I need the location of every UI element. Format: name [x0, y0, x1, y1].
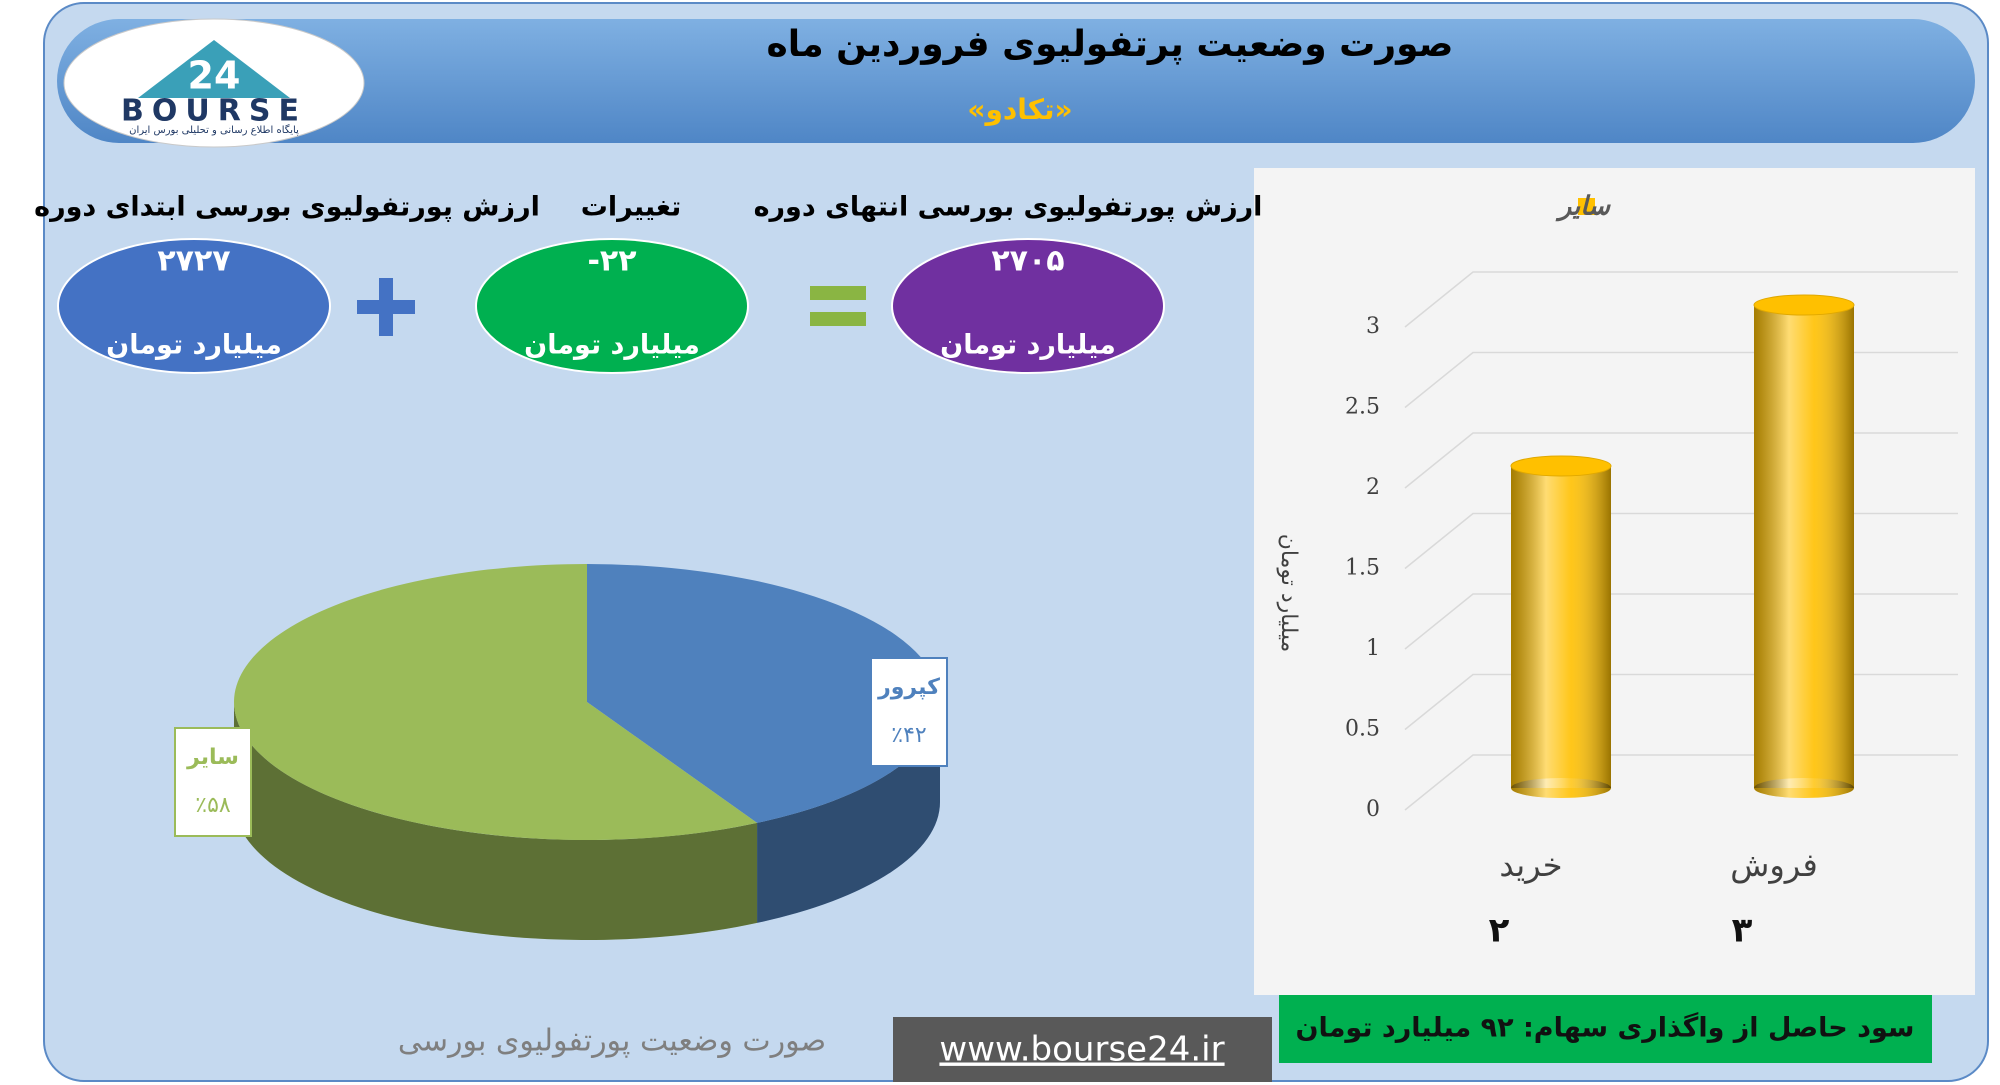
grid-line: [1404, 271, 1958, 328]
url-box: [893, 1017, 1272, 1082]
y-tick-label: 0: [1366, 797, 1380, 822]
legend-swatch: [1578, 198, 1595, 215]
pie-label-box: [870, 657, 948, 767]
pie-value-label: ٪۵۸: [195, 793, 231, 818]
bar-value-label: ۳: [1732, 911, 1753, 951]
pie-side-shade: [757, 702, 940, 923]
summary-value: -۲۲: [587, 244, 636, 279]
bar-base-shade: [1511, 778, 1611, 798]
bar-top: [1510, 455, 1612, 477]
summary-badge: [57, 238, 331, 374]
pie-slice: [233, 564, 758, 940]
summary-unit: میلیارد تومان: [940, 330, 1116, 361]
y-tick-label: 2.5: [1345, 395, 1380, 420]
summary-label: ارزش پورتفولیوی بورسی انتهای دوره: [754, 192, 1263, 223]
logo-tagline: پایگاه اطلاع رسانی و تحلیلی بورس ایران: [129, 124, 299, 136]
plus-sign: [379, 278, 393, 336]
y-axis-label: میلیارد تومان: [1276, 534, 1301, 653]
equals-sign: [810, 312, 866, 326]
logo-name: BOURSE: [121, 94, 307, 129]
y-tick-label: 0.5: [1345, 717, 1380, 742]
pie-top: [233, 564, 758, 840]
legend-label: سایر: [1555, 192, 1612, 222]
pie-label-box: [174, 727, 252, 837]
x-tick-label: خرید: [1499, 846, 1562, 884]
logo-number: 24: [188, 54, 241, 98]
url[interactable]: www.bourse24.ir: [939, 1030, 1224, 1070]
profit-box: [1279, 995, 1932, 1063]
y-tick-label: 1.5: [1345, 556, 1380, 581]
header-band: [57, 19, 1975, 143]
bar-panel: [1254, 168, 1975, 995]
pie-label: سایر: [186, 745, 239, 770]
bar-top: [1753, 294, 1855, 316]
pie-top: [587, 564, 940, 823]
title: صورت وضعیت پرتفولیوی فروردین ماه: [767, 24, 1454, 65]
summary-unit: میلیارد تومان: [524, 330, 700, 361]
equals-sign: [810, 286, 866, 300]
pie-side-shade: [234, 702, 758, 940]
bar-shade: [1511, 466, 1611, 788]
bar-value-label: ۲: [1489, 911, 1510, 951]
summary-label: تغییرات: [581, 192, 682, 223]
summary-badge: [475, 238, 749, 374]
x-tick-label: فروش: [1730, 846, 1817, 884]
pie-side: [757, 702, 940, 923]
summary-unit: میلیارد تومان: [106, 330, 282, 361]
profit-text: سود حاصل از واگذاری سهام: ۹۲ میلیارد توم…: [1296, 1012, 1915, 1044]
pie-slice: [587, 564, 940, 923]
y-tick-label: 2: [1366, 475, 1380, 500]
bar: [1510, 455, 1612, 798]
pie-label: کپرور: [877, 675, 940, 700]
bar: [1753, 294, 1855, 798]
summary-label: ارزش پورتفولیوی بورسی ابتدای دوره: [34, 192, 540, 223]
bar-base-shade: [1754, 778, 1854, 798]
subtitle: «تکادو»: [967, 93, 1072, 126]
bar-shade: [1754, 305, 1854, 788]
summary-badge: [891, 238, 1165, 374]
caption: صورت وضعیت پورتفولیوی بورسی: [398, 1024, 826, 1059]
logo-shape: [138, 40, 290, 98]
pie-value-label: ٪۴۲: [891, 723, 926, 748]
pie-side: [234, 702, 758, 940]
summary-value: ۲۷۰۵: [991, 244, 1064, 279]
y-tick-label: 3: [1366, 314, 1380, 339]
y-tick-label: 1: [1366, 636, 1380, 661]
summary-value: ۲۷۲۷: [157, 244, 230, 279]
